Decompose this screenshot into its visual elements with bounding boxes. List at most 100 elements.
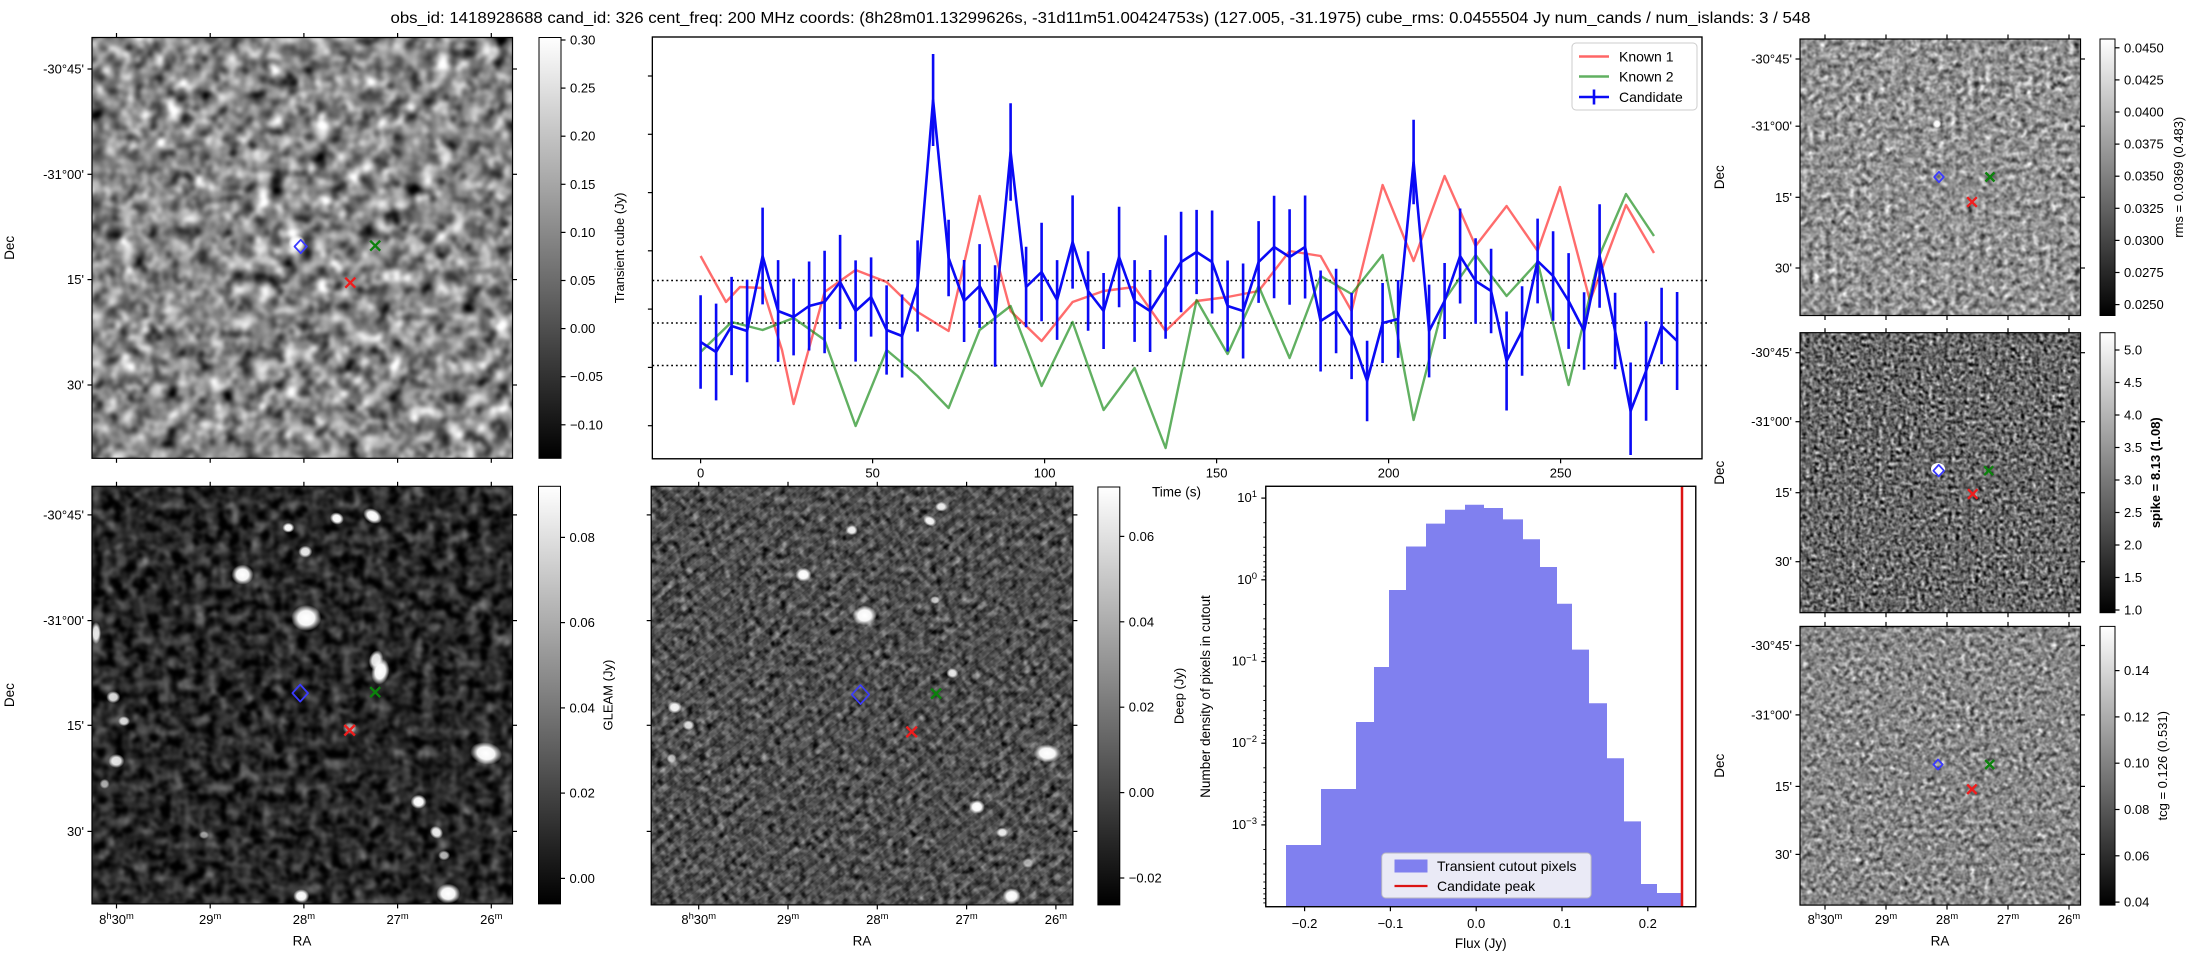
svg-text:0.30: 0.30	[570, 33, 595, 48]
svg-text:30': 30'	[67, 378, 84, 393]
svg-text:28m: 28m	[866, 910, 888, 927]
svg-text:30': 30'	[1775, 261, 1792, 276]
svg-text:150: 150	[1206, 465, 1228, 480]
svg-text:Dec: Dec	[1712, 754, 1727, 778]
svg-text:26m: 26m	[1045, 910, 1067, 927]
svg-text:28m: 28m	[1936, 910, 1958, 927]
svg-text:15': 15'	[1775, 485, 1792, 500]
svg-text:0.06: 0.06	[2124, 848, 2149, 863]
svg-text:0.0325: 0.0325	[2124, 201, 2164, 216]
svg-text:0.25: 0.25	[570, 81, 595, 96]
svg-text:8h30m: 8h30m	[681, 910, 716, 927]
svg-text:Dec: Dec	[2, 236, 17, 260]
svg-text:26m: 26m	[2058, 910, 2080, 927]
svg-text:RA: RA	[293, 934, 312, 949]
svg-text:Known 1: Known 1	[1619, 49, 1674, 65]
svg-text:-30°45': -30°45'	[43, 62, 84, 77]
svg-text:100: 100	[1237, 571, 1257, 587]
svg-text:8h30m: 8h30m	[1808, 910, 1843, 927]
svg-text:30': 30'	[67, 824, 84, 839]
svg-text:−0.2: −0.2	[1292, 916, 1318, 931]
svg-text:200: 200	[1378, 465, 1400, 480]
svg-text:15': 15'	[1775, 190, 1792, 205]
svg-text:0.00: 0.00	[570, 871, 595, 886]
svg-text:RA: RA	[1931, 934, 1950, 949]
svg-text:0.14: 0.14	[2124, 663, 2149, 678]
svg-text:1.0: 1.0	[2124, 603, 2142, 618]
svg-text:250: 250	[1550, 465, 1572, 480]
svg-text:2.5: 2.5	[2124, 505, 2142, 520]
svg-text:10−3: 10−3	[1232, 816, 1257, 832]
svg-text:0.08: 0.08	[570, 530, 595, 545]
svg-text:0.04: 0.04	[570, 700, 595, 715]
svg-text:0.06: 0.06	[570, 615, 595, 630]
svg-text:3.0: 3.0	[2124, 473, 2142, 488]
svg-text:0.06: 0.06	[1129, 529, 1154, 544]
svg-text:-30°45': -30°45'	[1751, 52, 1792, 67]
svg-text:3.5: 3.5	[2124, 440, 2142, 455]
svg-text:GLEAM (Jy): GLEAM (Jy)	[601, 660, 616, 731]
svg-text:15': 15'	[67, 272, 84, 287]
svg-text:0.0: 0.0	[1467, 916, 1485, 931]
svg-text:0.05: 0.05	[570, 273, 595, 288]
svg-text:-31°00': -31°00'	[1751, 707, 1792, 722]
svg-text:-31°00': -31°00'	[43, 167, 84, 182]
svg-text:0.0250: 0.0250	[2124, 297, 2164, 312]
svg-text:10−2: 10−2	[1232, 734, 1257, 750]
svg-text:0.0300: 0.0300	[2124, 233, 2164, 248]
svg-text:30': 30'	[1775, 847, 1792, 862]
svg-text:−0.1: −0.1	[1378, 916, 1404, 931]
svg-text:0.02: 0.02	[570, 786, 595, 801]
svg-text:28m: 28m	[293, 910, 315, 927]
svg-text:27m: 27m	[955, 910, 977, 927]
svg-text:spike = 8.13 (1.08): spike = 8.13 (1.08)	[2148, 417, 2163, 528]
svg-text:0.20: 0.20	[570, 129, 595, 144]
svg-text:15': 15'	[67, 718, 84, 733]
svg-text:26m: 26m	[480, 910, 502, 927]
svg-text:obs_id: 1418928688 cand_id: 32: obs_id: 1418928688 cand_id: 326 cent_fre…	[391, 10, 1811, 27]
svg-text:0.15: 0.15	[570, 177, 595, 192]
svg-text:-30°45': -30°45'	[43, 507, 84, 522]
svg-text:0.0400: 0.0400	[2124, 105, 2164, 120]
svg-text:0.0275: 0.0275	[2124, 265, 2164, 280]
svg-text:0.00: 0.00	[570, 321, 595, 336]
svg-text:27m: 27m	[1997, 910, 2019, 927]
svg-text:0.0375: 0.0375	[2124, 137, 2164, 152]
svg-text:tcg = 0.126 (0.531): tcg = 0.126 (0.531)	[2155, 711, 2170, 821]
svg-text:29m: 29m	[199, 910, 221, 927]
svg-text:Dec: Dec	[2, 683, 17, 707]
svg-text:-31°00': -31°00'	[1751, 414, 1792, 429]
svg-text:−0.10: −0.10	[570, 417, 603, 432]
svg-text:0.00: 0.00	[1129, 785, 1154, 800]
svg-text:0.0450: 0.0450	[2124, 40, 2164, 55]
svg-text:0.0425: 0.0425	[2124, 72, 2164, 87]
svg-text:Candidate peak: Candidate peak	[1437, 878, 1536, 894]
svg-text:0.2: 0.2	[1639, 916, 1657, 931]
svg-text:0.10: 0.10	[2124, 756, 2149, 771]
svg-text:29m: 29m	[777, 910, 799, 927]
svg-text:4.5: 4.5	[2124, 375, 2142, 390]
svg-text:RA: RA	[853, 934, 872, 949]
svg-text:5.0: 5.0	[2124, 343, 2142, 358]
svg-text:Known 2: Known 2	[1619, 69, 1674, 85]
svg-text:0.0350: 0.0350	[2124, 169, 2164, 184]
svg-text:Deep (Jy): Deep (Jy)	[1172, 668, 1187, 724]
svg-text:15': 15'	[1775, 779, 1792, 794]
svg-text:0.04: 0.04	[2124, 895, 2149, 910]
svg-text:Number density of pixels in cu: Number density of pixels in cutout	[1198, 595, 1213, 798]
svg-text:-31°00': -31°00'	[1751, 119, 1792, 134]
svg-text:Dec: Dec	[1712, 165, 1727, 189]
svg-text:30': 30'	[1775, 554, 1792, 569]
svg-text:0: 0	[697, 465, 704, 480]
svg-text:−0.05: −0.05	[570, 369, 603, 384]
svg-text:100: 100	[1034, 465, 1056, 480]
svg-text:0.08: 0.08	[2124, 802, 2149, 817]
svg-text:-30°45': -30°45'	[1751, 638, 1792, 653]
svg-text:Dec: Dec	[1712, 460, 1727, 484]
svg-text:10−1: 10−1	[1232, 653, 1257, 669]
svg-text:2.0: 2.0	[2124, 538, 2142, 553]
svg-text:-30°45': -30°45'	[1751, 345, 1792, 360]
svg-text:Candidate: Candidate	[1619, 89, 1683, 105]
svg-text:0.04: 0.04	[1129, 614, 1154, 629]
svg-text:8h30m: 8h30m	[99, 910, 134, 927]
